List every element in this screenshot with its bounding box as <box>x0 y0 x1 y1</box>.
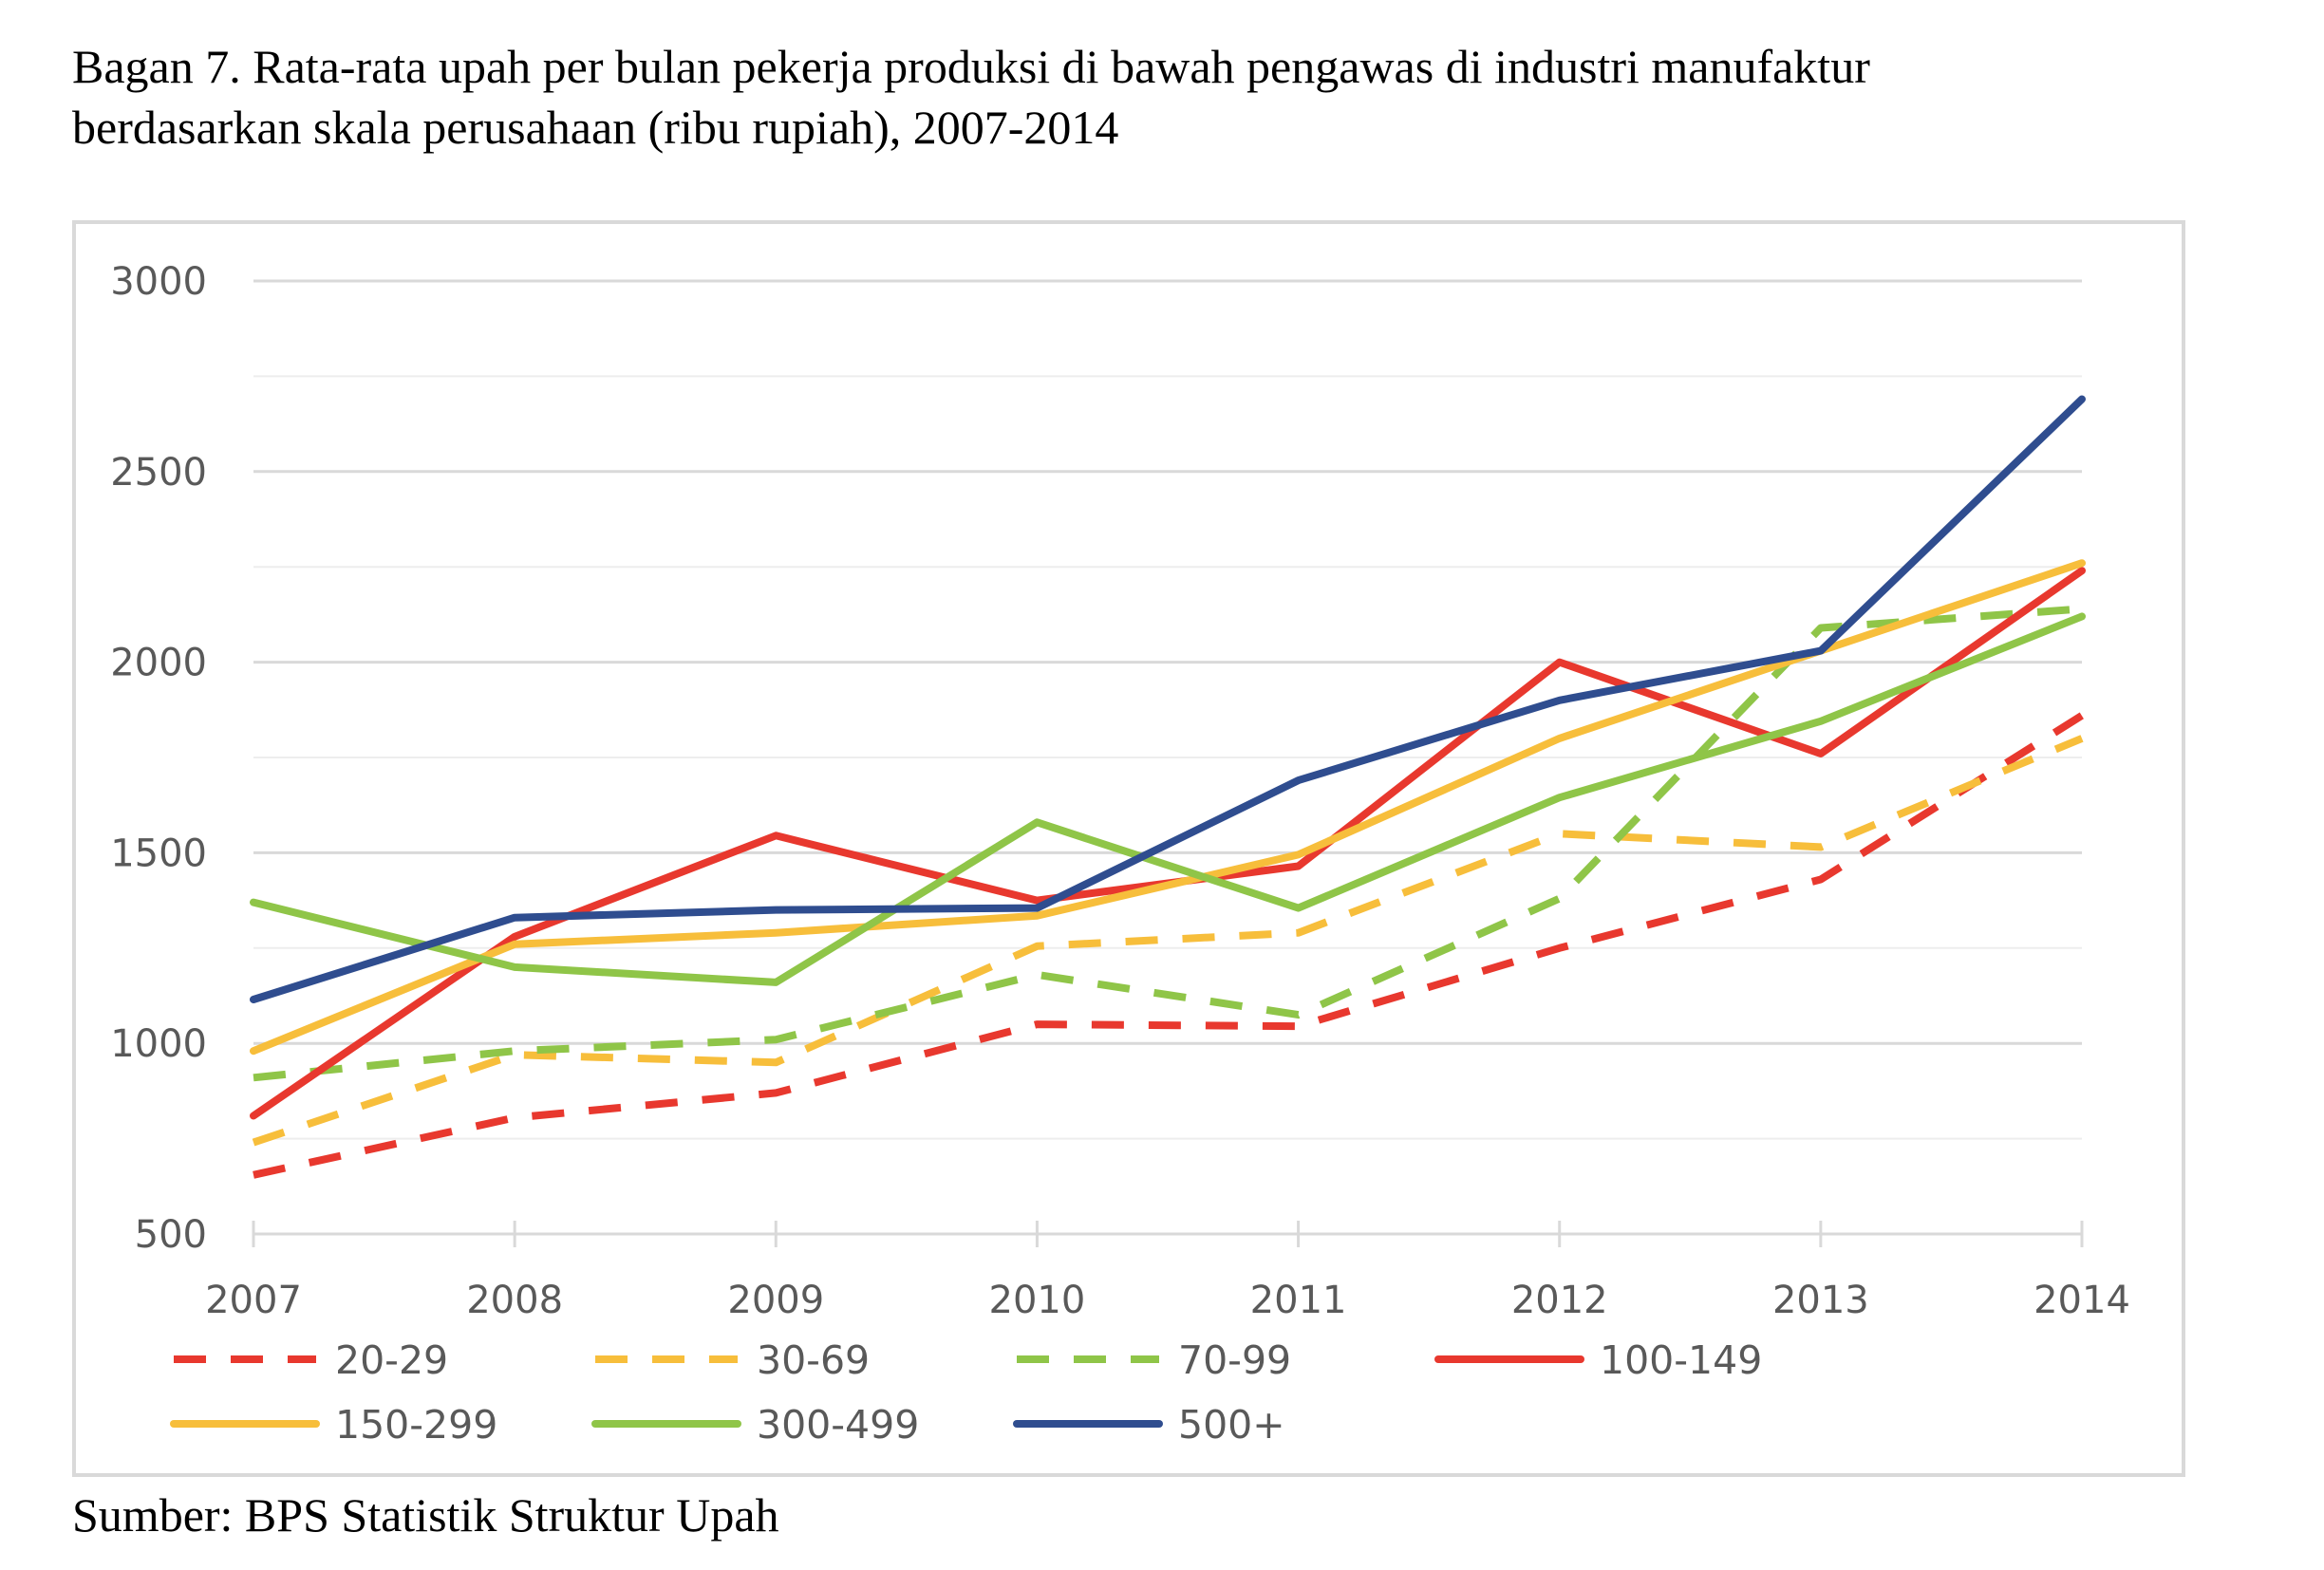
x-axis-tick-labels: 2007 2008 2009 2010 2011 2012 2013 2014 <box>205 1279 2130 1322</box>
series-line-150-299 <box>250 559 2086 1056</box>
y-axis-tick-labels: 500 1000 1500 2000 2500 3000 <box>110 260 207 1257</box>
gridlines <box>253 279 2082 1140</box>
x-tick-label: 2008 <box>466 1279 563 1322</box>
chart-title-line-1: Bagan 7. Rata-rata upah per bulan pekerj… <box>72 40 1870 93</box>
y-tick-label: 500 <box>135 1213 207 1257</box>
x-tick-label: 2007 <box>205 1279 302 1322</box>
y-tick-label: 1500 <box>110 832 207 875</box>
y-tick-label: 2000 <box>110 642 207 685</box>
series-line-70-99 <box>253 605 2083 1082</box>
series-lines <box>250 395 2086 1179</box>
x-tick-label: 2014 <box>2034 1279 2130 1322</box>
legend-label: 70-99 <box>1178 1337 1291 1383</box>
legend-label: 30-69 <box>757 1337 870 1383</box>
series-line-300-499 <box>250 612 2086 986</box>
chart-title-line-2: berdasarkan skala perusahaan (ribu rupia… <box>72 101 1119 154</box>
x-tick-label: 2009 <box>727 1279 824 1322</box>
x-tick-label: 2013 <box>1772 1279 1869 1322</box>
y-tick-label: 1000 <box>110 1022 207 1066</box>
legend-label: 150-299 <box>335 1402 497 1448</box>
legend: 20-29 30-69 70-99 100-149 150-299 300-499 500+ <box>170 1337 1762 1448</box>
source-note: Sumber: BPS Statistik Struktur Upah <box>72 1488 779 1542</box>
y-tick-label: 3000 <box>110 260 207 304</box>
x-tick-label: 2011 <box>1250 1279 1347 1322</box>
legend-label: 500+ <box>1178 1402 1285 1448</box>
x-tick-label: 2012 <box>1511 1279 1608 1322</box>
chart-title: Bagan 7. Rata-rata upah per bulan pekerj… <box>72 36 2313 158</box>
legend-label: 100-149 <box>1600 1337 1762 1383</box>
series-line-500+ <box>250 395 2086 1003</box>
x-tick-label: 2010 <box>989 1279 1086 1322</box>
legend-label: 300-499 <box>757 1402 919 1448</box>
y-tick-label: 2500 <box>110 451 207 495</box>
legend-label: 20-29 <box>335 1337 448 1383</box>
x-axis <box>252 1221 2084 1247</box>
series-line-20-29 <box>253 712 2085 1179</box>
